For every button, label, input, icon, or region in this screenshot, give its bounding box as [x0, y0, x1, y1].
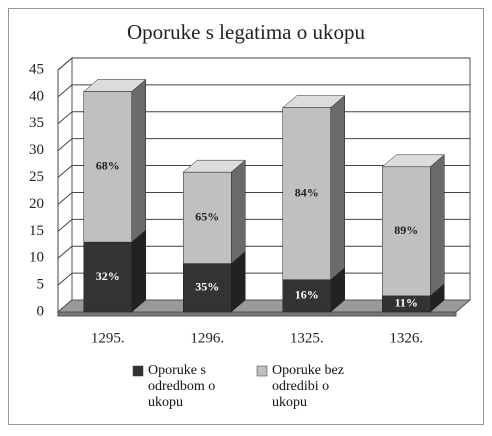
- legend-label: Oporuke s odredbom o ukopu: [148, 363, 216, 410]
- y-tick-label: 10: [29, 250, 44, 266]
- y-tick-label: 40: [29, 88, 44, 104]
- side-wall: [57, 56, 73, 314]
- data-label: 84%: [295, 185, 319, 199]
- legend-swatch: [132, 365, 144, 377]
- bar-side: [231, 159, 246, 265]
- bar-side: [430, 154, 445, 297]
- y-tick-label: 15: [29, 223, 44, 239]
- data-label: 89%: [394, 223, 418, 237]
- bar-segment: [381, 154, 445, 297]
- data-label: 32%: [96, 269, 120, 283]
- data-label: 16%: [295, 288, 319, 302]
- data-label: 65%: [195, 210, 219, 224]
- floor-edge: [57, 311, 457, 317]
- bar-front: [282, 279, 331, 313]
- bar-segment: [83, 78, 147, 243]
- y-tick-label: 45: [29, 61, 44, 77]
- bar-segment: [282, 95, 346, 281]
- legend-swatch: [256, 365, 268, 377]
- bar-side: [131, 229, 146, 313]
- chart-title: Oporuke s legatima o ukopu: [127, 20, 365, 44]
- y-tick-label: 20: [29, 196, 44, 212]
- y-tick-label: 5: [37, 277, 45, 293]
- y-tick-label: 0: [37, 303, 45, 319]
- bar-front: [83, 241, 132, 313]
- bar-front: [83, 91, 132, 243]
- grid-line: [57, 57, 470, 71]
- data-label: 35%: [195, 280, 219, 294]
- bar-front: [282, 107, 331, 280]
- grid-line: [57, 84, 470, 98]
- bar-front: [183, 263, 232, 313]
- bar-side: [131, 78, 146, 243]
- bar-segment: [182, 159, 246, 265]
- bar-front: [382, 166, 431, 297]
- y-tick-label: 30: [29, 142, 44, 158]
- y-tick-label: 35: [29, 115, 44, 131]
- x-tick-label: 1295.: [91, 330, 125, 346]
- legend-label: Oporuke bez odredibi o ukopu: [272, 363, 344, 410]
- chart-border: [8, 8, 484, 425]
- y-tick-label: 25: [29, 169, 44, 185]
- x-tick-label: 1296.: [190, 330, 224, 346]
- bar-side: [330, 95, 345, 281]
- data-label: 11%: [395, 296, 418, 310]
- x-tick-label: 1325.: [290, 330, 324, 346]
- bar-front: [183, 171, 232, 264]
- x-tick-label: 1326.: [389, 330, 423, 346]
- data-label: 68%: [96, 159, 120, 173]
